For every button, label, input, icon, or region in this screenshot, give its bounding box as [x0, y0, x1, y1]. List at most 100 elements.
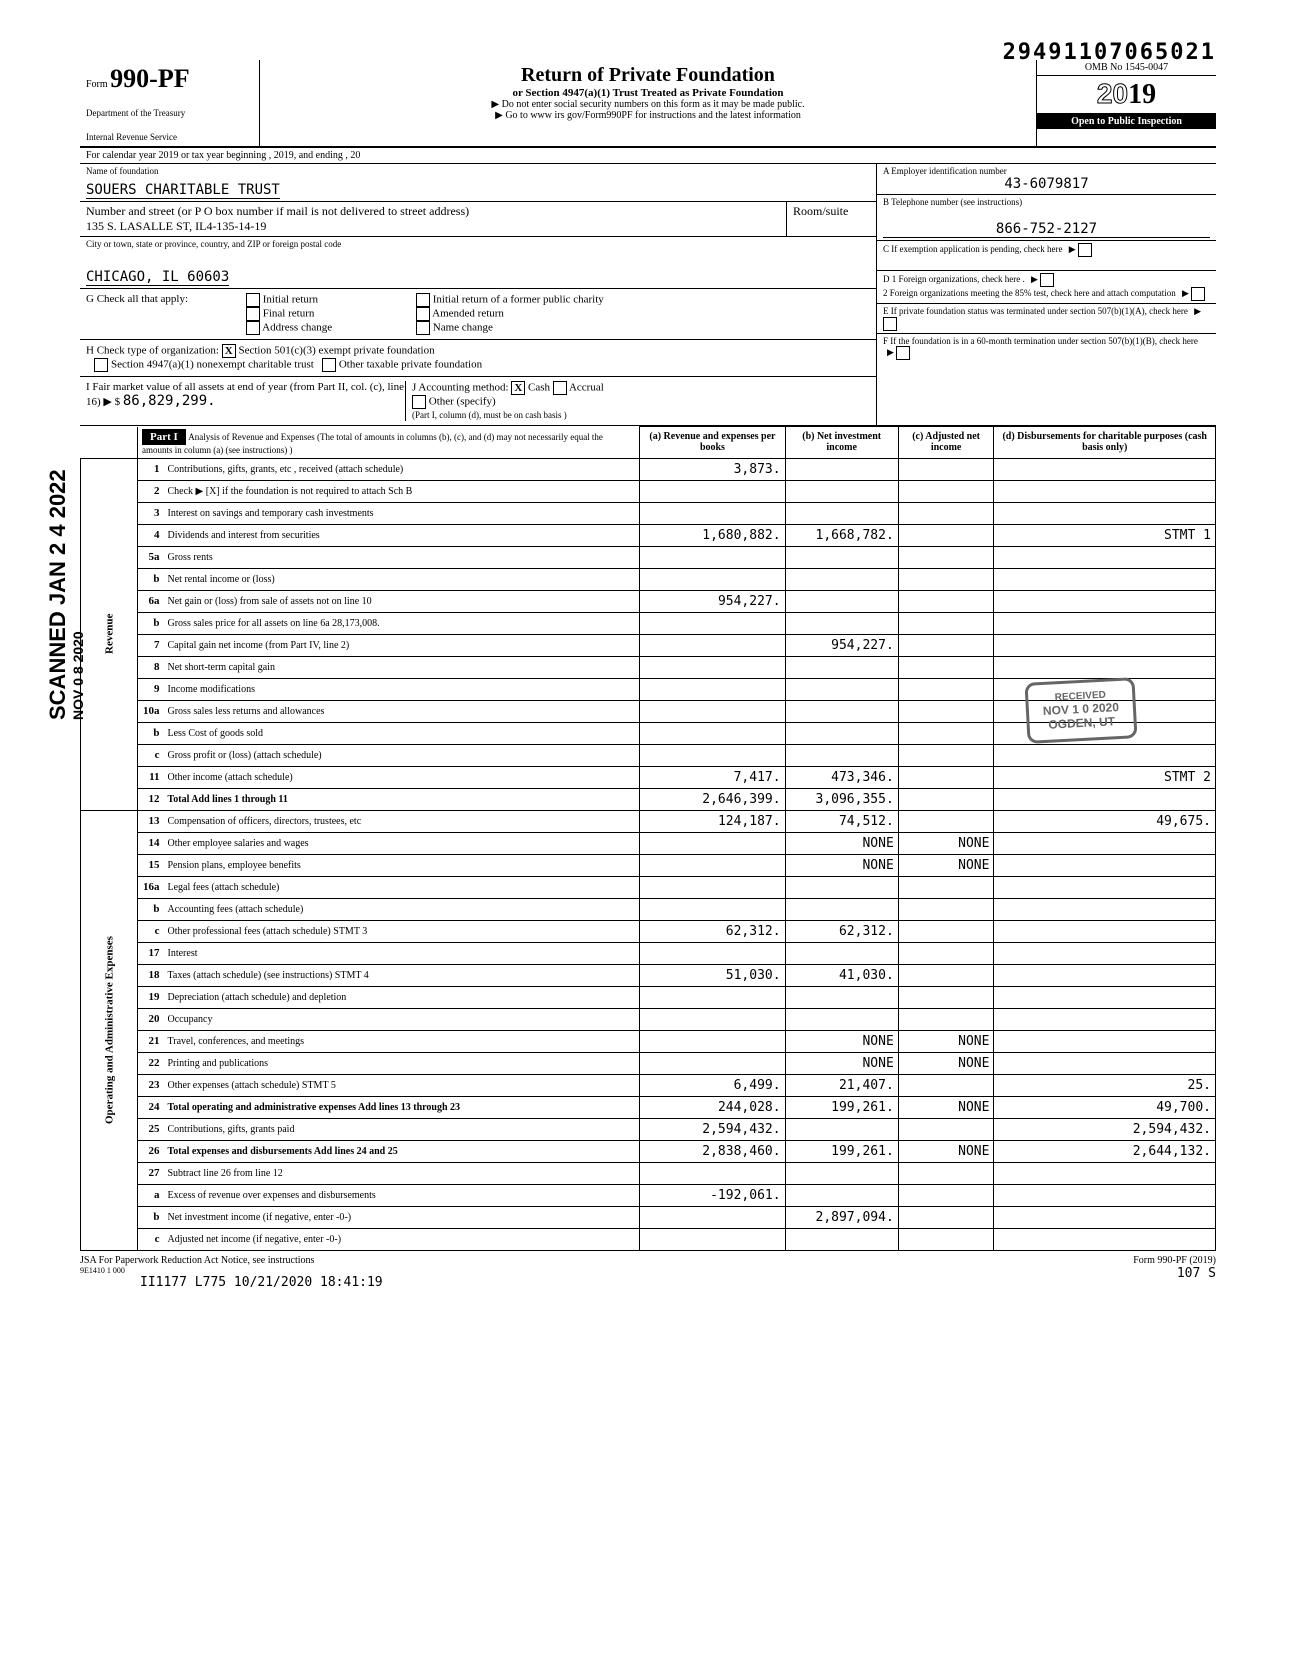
ein-label: A Employer identification number [883, 166, 1210, 176]
footer-right: Form 990-PF (2019) 107 S [1133, 1255, 1216, 1290]
cell-value [994, 854, 1216, 876]
i-cell: I Fair market value of all assets at end… [86, 381, 406, 421]
header-mid: Return of Private Foundation or Section … [260, 60, 1036, 146]
line-desc: Total operating and administrative expen… [164, 1096, 640, 1118]
ein: 43-6079817 [883, 176, 1210, 192]
form-header: Form 990-PF Department of the Treasury I… [80, 60, 1216, 148]
cell-value [785, 986, 898, 1008]
checkbox-initial[interactable] [246, 293, 260, 307]
line-no: 23 [138, 1074, 164, 1096]
line-desc: Other income (attach schedule) [164, 766, 640, 788]
cell-value [898, 524, 994, 546]
h-label: H Check type of organization: [86, 345, 219, 357]
checkbox-other-method[interactable] [412, 395, 426, 409]
footer-timestamp: II1177 L775 10/21/2020 18:41:19 [140, 1275, 383, 1290]
line-desc: Legal fees (attach schedule) [164, 876, 640, 898]
checkbox-c[interactable] [1078, 243, 1092, 257]
checkbox-f[interactable] [896, 346, 910, 360]
line-desc: Interest on savings and temporary cash i… [164, 502, 640, 524]
checkbox-d1[interactable] [1040, 273, 1054, 287]
checkbox-former[interactable] [416, 293, 430, 307]
cell-value [898, 1184, 994, 1206]
cell-value: 62,312. [785, 920, 898, 942]
checkbox-e[interactable] [883, 317, 897, 331]
stamp-loc: OGDEN, UT [1043, 714, 1120, 732]
checkbox-accrual[interactable] [553, 381, 567, 395]
cell-value [994, 480, 1216, 502]
cell-value [994, 920, 1216, 942]
cell-value [640, 1030, 785, 1052]
checkbox-amended[interactable] [416, 307, 430, 321]
line-desc: Net short-term capital gain [164, 656, 640, 678]
footer-page: 107 S [1133, 1266, 1216, 1281]
checkbox-other-tax[interactable] [322, 358, 336, 372]
cell-value: 244,028. [640, 1096, 785, 1118]
line-no: 10a [138, 700, 164, 722]
line-no: 12 [138, 788, 164, 810]
dept1: Department of the Treasury [86, 108, 253, 118]
cell-value [898, 722, 994, 744]
checkbox-cash[interactable]: X [511, 381, 525, 395]
cell-value [785, 1118, 898, 1140]
line-desc: Gross rents [164, 546, 640, 568]
line-desc: Accounting fees (attach schedule) [164, 898, 640, 920]
line-no: 5a [138, 546, 164, 568]
cell-value [640, 1228, 785, 1250]
line-no: 21 [138, 1030, 164, 1052]
line-no: 7 [138, 634, 164, 656]
line-no: 1 [138, 458, 164, 480]
line-no: 20 [138, 1008, 164, 1030]
line-desc: Capital gain net income (from Part IV, l… [164, 634, 640, 656]
form-title: Return of Private Foundation [264, 64, 1032, 87]
addr-label: Number and street (or P O box number if … [86, 204, 780, 219]
cell-value [898, 1206, 994, 1228]
checkbox-501c3[interactable]: X [222, 344, 236, 358]
cell-value: NONE [898, 854, 994, 876]
cell-value [898, 458, 994, 480]
cell-value [898, 590, 994, 612]
c-label: C If exemption application is pending, c… [883, 244, 1062, 254]
cell-value [898, 678, 994, 700]
cell-value [898, 480, 994, 502]
cell-value [640, 1008, 785, 1030]
room-label: Room/suite [793, 204, 870, 219]
line-no: 27 [138, 1162, 164, 1184]
cell-value [898, 612, 994, 634]
line-no: b [138, 1206, 164, 1228]
cell-value [994, 502, 1216, 524]
cell-value [898, 1008, 994, 1030]
line-desc: Other employee salaries and wages [164, 832, 640, 854]
cell-value [898, 942, 994, 964]
f-cell: F If the foundation is in a 60-month ter… [877, 334, 1216, 362]
cell-value [785, 678, 898, 700]
cell-value [994, 876, 1216, 898]
g-col2: Initial return of a former public charit… [416, 293, 604, 335]
line-desc: Contributions, gifts, grants paid [164, 1118, 640, 1140]
line-no: 8 [138, 656, 164, 678]
line-desc: Other expenses (attach schedule) STMT 5 [164, 1074, 640, 1096]
line-no: b [138, 898, 164, 920]
footer-jsa: 9E1410 1 000 [80, 1266, 383, 1275]
cell-value [785, 1184, 898, 1206]
checkbox-final[interactable] [246, 307, 260, 321]
line-desc: Gross profit or (loss) (attach schedule) [164, 744, 640, 766]
cell-value [994, 656, 1216, 678]
line-no: 18 [138, 964, 164, 986]
cell-value [785, 590, 898, 612]
info-left: Name of foundation SOUERS CHARITABLE TRU… [80, 164, 876, 425]
checkbox-d2[interactable] [1191, 287, 1205, 301]
line-no: 17 [138, 942, 164, 964]
expenses-label: Operating and Administrative Expenses [81, 810, 138, 1250]
checkbox-namechg[interactable] [416, 321, 430, 335]
cell-value: NONE [785, 854, 898, 876]
checkbox-4947[interactable] [94, 358, 108, 372]
ein-cell: A Employer identification number 43-6079… [877, 164, 1216, 195]
line-desc: Check ▶ [X] if the foundation is not req… [164, 480, 640, 502]
cell-value: 51,030. [640, 964, 785, 986]
i-value: 86,829,299. [123, 393, 216, 409]
checkbox-addr[interactable] [246, 321, 260, 335]
cell-value: NONE [898, 1030, 994, 1052]
line-no: c [138, 1228, 164, 1250]
g-row: G Check all that apply: Initial return F… [80, 289, 876, 340]
line-desc: Subtract line 26 from line 12 [164, 1162, 640, 1184]
